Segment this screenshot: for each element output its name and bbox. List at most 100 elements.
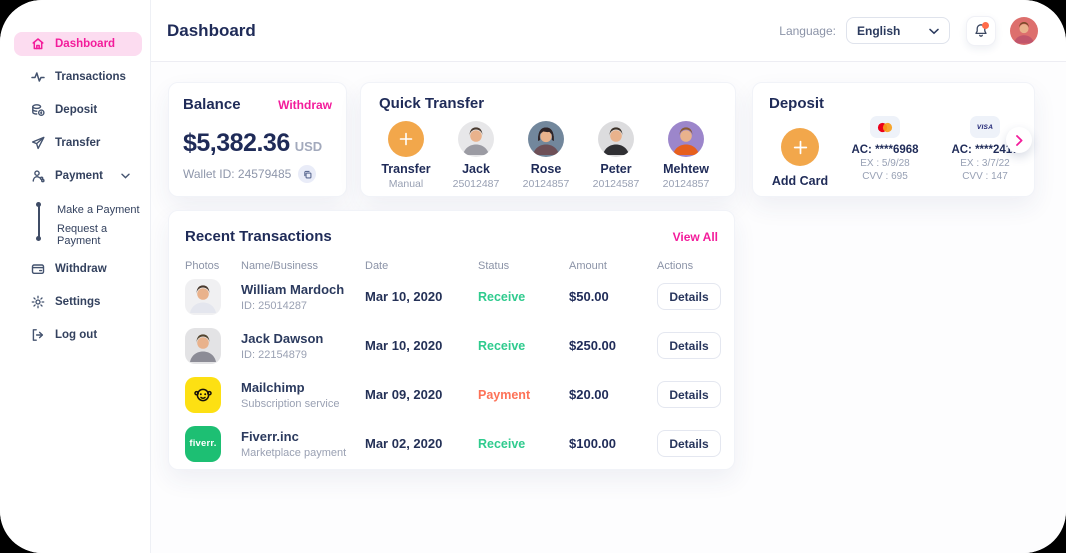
sidebar-item-logout[interactable]: Log out — [14, 323, 142, 347]
quick-transfer-name: Transfer — [381, 162, 431, 176]
balance-amount: $5,382.36 — [183, 129, 290, 157]
sidebar-item-label: Deposit — [55, 104, 98, 116]
quick-transfer-name: Jack — [462, 162, 490, 176]
balance-card: Balance Withdraw $5,382.36 USD Wallet ID… — [168, 82, 347, 197]
contact-avatar — [598, 121, 634, 157]
language-label: Language: — [779, 23, 836, 38]
sidebar-item-deposit[interactable]: Deposit — [14, 98, 142, 122]
row-amount: $100.00 — [569, 436, 616, 451]
row-name: Fiverr.inc — [241, 428, 299, 444]
sidebar-item-label: Dashboard — [55, 38, 116, 50]
row-photo — [185, 327, 221, 364]
row-amount: $50.00 — [569, 289, 609, 304]
plus-icon — [388, 121, 424, 157]
language-value: English — [857, 23, 901, 38]
deposit-next-button[interactable] — [1006, 127, 1032, 153]
column-header: Status — [478, 260, 510, 272]
add-card-label: Add Card — [771, 174, 829, 188]
payment-submenu: Make a Payment Request a Payment — [0, 197, 150, 247]
deposit-card-mastercard[interactable]: AC: ****6968 EX : 5/9/28 CVV : 695 — [839, 116, 931, 188]
copy-icon — [304, 170, 312, 178]
sidebar-item-dashboard[interactable]: Dashboard — [14, 32, 142, 56]
quick-transfer-contact-jack[interactable]: Jack 25012487 — [441, 121, 511, 190]
quick-transfer-name: Mehtew — [663, 162, 709, 176]
sidebar-item-label: Transactions — [55, 71, 126, 83]
details-button[interactable]: Details — [657, 430, 721, 457]
submenu-rail — [36, 202, 41, 241]
sidebar-item-payment[interactable]: Payment — [14, 164, 142, 188]
add-card-button[interactable]: Add Card — [769, 116, 831, 188]
sidebar-subitem-label: Make a Payment — [57, 203, 140, 216]
quick-transfer-sub: 20124857 — [662, 178, 710, 190]
card-expiry: EX : 5/9/28 — [860, 158, 910, 169]
details-button[interactable]: Details — [657, 381, 721, 408]
copy-wallet-button[interactable] — [298, 165, 317, 183]
table-row: Mailchimp Subscription service Mar 09, 2… — [185, 370, 721, 419]
column-header: Name/Business — [241, 260, 319, 272]
sidebar-item-label: Transfer — [55, 137, 101, 149]
card-account: AC: ****2417 — [951, 144, 1019, 156]
row-sub: Marketplace payment — [241, 446, 347, 459]
row-amount: $250.00 — [569, 338, 616, 353]
sidebar-subitem-label: Request a Payment — [57, 222, 108, 247]
quick-transfer-contact-peter[interactable]: Peter 20124587 — [581, 121, 651, 190]
balance-title: Balance — [183, 96, 241, 113]
chevron-down-icon — [929, 24, 939, 38]
user-avatar[interactable] — [1010, 16, 1038, 45]
quick-transfer-name: Peter — [600, 162, 632, 176]
contact-avatar — [528, 121, 564, 157]
send-icon — [31, 136, 45, 150]
main-content: Balance Withdraw $5,382.36 USD Wallet ID… — [151, 62, 1066, 553]
details-button[interactable]: Details — [657, 332, 721, 359]
column-header: Photos — [185, 260, 220, 272]
row-name: Mailchimp — [241, 379, 305, 395]
quick-transfer-title: Quick Transfer — [379, 95, 485, 112]
coins-icon — [31, 103, 45, 117]
sidebar-item-request-a-payment[interactable]: Request a Payment — [0, 222, 150, 247]
quick-transfer-card: Quick Transfer Transfer Manual Jack 2501… — [360, 82, 736, 197]
quick-transfer-sub: 25012487 — [452, 178, 500, 190]
row-name: Jack Dawson — [241, 330, 324, 346]
fiverr-logo: fiverr. — [185, 425, 221, 462]
quick-transfer-sub: Manual — [388, 178, 424, 190]
sidebar-item-transactions[interactable]: Transactions — [14, 65, 142, 89]
deposit-card-visa[interactable]: VISA AC: ****2417 EX : 3/7/22 CVV : 147 — [939, 116, 1031, 188]
sidebar-item-make-a-payment[interactable]: Make a Payment — [0, 197, 150, 222]
quick-transfer-contact-mehtew[interactable]: Mehtew 20124857 — [651, 121, 721, 190]
withdraw-link[interactable]: Withdraw — [278, 97, 332, 112]
quick-transfer-name: Rose — [530, 162, 562, 176]
view-all-link[interactable]: View All — [672, 229, 718, 244]
deposit-card: Deposit Add Card AC: ****6968 EX : 5/9/2… — [752, 82, 1035, 197]
row-photo — [185, 278, 221, 315]
sidebar-item-label: Payment — [55, 170, 103, 182]
column-header: Date — [365, 260, 389, 272]
top-header: Dashboard Language: English — [151, 0, 1066, 62]
sidebar-item-withdraw[interactable]: Withdraw — [14, 257, 142, 281]
plus-icon — [781, 128, 819, 166]
table-row: fiverr. Fiverr.inc Marketplace payment M… — [185, 419, 721, 468]
mastercard-icon — [870, 116, 900, 138]
table-header: Photos Name/Business Date Status Amount … — [185, 260, 718, 272]
notifications-button[interactable] — [966, 15, 996, 46]
transactions-title: Recent Transactions — [185, 228, 332, 245]
row-date: Mar 10, 2020 — [365, 338, 443, 353]
sidebar-item-label: Log out — [55, 329, 98, 341]
sidebar: Dashboard Transactions Deposit Transfer … — [0, 0, 151, 553]
details-button[interactable]: Details — [657, 283, 721, 310]
chevron-right-icon — [1015, 134, 1022, 146]
quick-transfer-sub: 20124587 — [592, 178, 640, 190]
row-date: Mar 02, 2020 — [365, 436, 443, 451]
row-sub: ID: 22154879 — [241, 348, 308, 361]
row-sub: Subscription service — [241, 397, 340, 410]
contact-avatar — [668, 121, 704, 157]
row-status: Receive — [478, 289, 526, 304]
language-select[interactable]: English — [846, 17, 950, 44]
quick-transfer-manual[interactable]: Transfer Manual — [371, 121, 441, 190]
quick-transfer-contact-rose[interactable]: Rose 20124857 — [511, 121, 581, 190]
sidebar-item-label: Withdraw — [55, 263, 107, 275]
notification-dot — [982, 21, 989, 29]
row-date: Mar 09, 2020 — [365, 387, 443, 402]
sidebar-item-settings[interactable]: Settings — [14, 290, 142, 314]
sidebar-item-transfer[interactable]: Transfer — [14, 131, 142, 155]
